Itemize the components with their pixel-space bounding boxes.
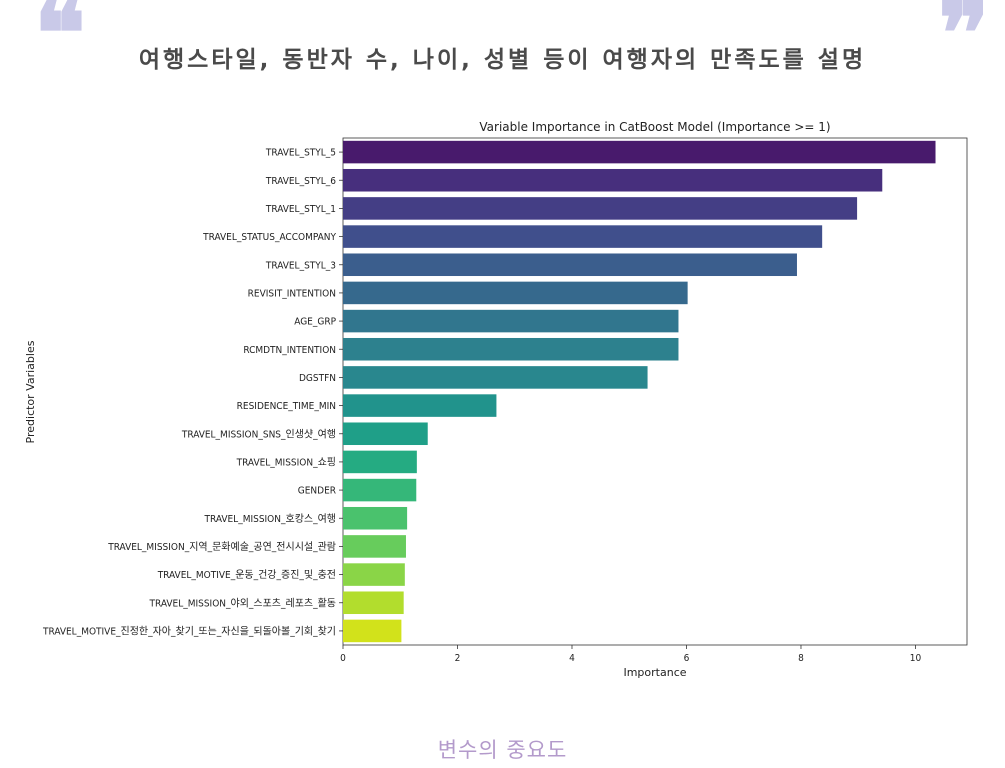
chart-title: Variable Importance in CatBoost Model (I… (479, 120, 830, 134)
y-tick-label: TRAVEL_MISSION_지역_문화예술_공연_전시시설_관람 (107, 540, 336, 553)
slide-caption: 변수의 중요도 (437, 738, 568, 762)
bar (343, 506, 408, 530)
bar (343, 197, 858, 220)
bar (343, 366, 648, 389)
x-tick-label: 2 (455, 653, 461, 664)
y-tick-label: TRAVEL_MOTIVE_운동_건강_증진_및_충전 (157, 569, 336, 581)
slide-headline: 여행스타일, 동반자 수, 나이, 성별 등이 여행자의 만족도를 설명 (138, 47, 867, 73)
importance-bar-chart: Variable Importance in CatBoost Model (I… (24, 120, 968, 679)
y-tick-label: TRAVEL_MOTIVE_진정한_자아_찾기_또는_자신을_되돌아볼_기회_찾… (42, 625, 336, 637)
bar (343, 619, 402, 643)
y-tick-label: TRAVEL_STYL_3 (265, 260, 336, 271)
y-tick-label: TRAVEL_STATUS_ACCOMPANY (202, 232, 336, 243)
bar (343, 253, 797, 277)
x-tick-label: 4 (569, 653, 575, 664)
bar (343, 563, 405, 586)
bar (343, 225, 823, 248)
bar (343, 337, 679, 361)
y-axis-title: Predictor Variables (24, 340, 37, 443)
y-tick-label: REVISIT_INTENTION (248, 288, 336, 299)
bar (343, 422, 428, 446)
y-tick-label: RESIDENCE_TIME_MIN (237, 401, 336, 412)
x-axis-title: Importance (623, 666, 686, 679)
y-tick-label: DGSTFN (299, 373, 336, 384)
y-tick-label: TRAVEL_STYL_1 (265, 204, 336, 215)
bar (343, 591, 404, 615)
bar (343, 309, 679, 333)
y-tick-label: TRAVEL_STYL_6 (265, 176, 336, 187)
y-tick-label: TRAVEL_MISSION_쇼핑 (236, 456, 336, 468)
y-tick-label: RCMDTN_INTENTION (243, 345, 336, 356)
bar (343, 281, 688, 305)
close-quote-icon: ❞ (938, 0, 990, 90)
x-tick-label: 0 (340, 653, 346, 664)
bar (343, 450, 417, 474)
y-tick-label: TRAVEL_MISSION_호캉스_여행 (204, 513, 337, 525)
bar (343, 478, 417, 502)
y-tick-label: AGE_GRP (294, 317, 336, 328)
x-tick-label: 6 (684, 653, 690, 664)
y-tick-label: TRAVEL_MISSION_SNS_인생샷_여행 (181, 428, 336, 440)
y-tick-label: TRAVEL_STYL_5 (265, 148, 336, 159)
bar (343, 535, 406, 558)
plot-frame (342, 137, 968, 646)
y-tick-label: TRAVEL_MISSION_야외_스포츠_레포츠_활동 (149, 596, 336, 609)
bar (343, 168, 883, 192)
bar (343, 140, 936, 164)
bar (343, 394, 497, 417)
y-tick-label: GENDER (298, 486, 336, 497)
x-tick-label: 10 (910, 653, 922, 664)
open-quote-icon: ❝ (34, 0, 86, 90)
x-tick-label: 8 (798, 653, 804, 664)
